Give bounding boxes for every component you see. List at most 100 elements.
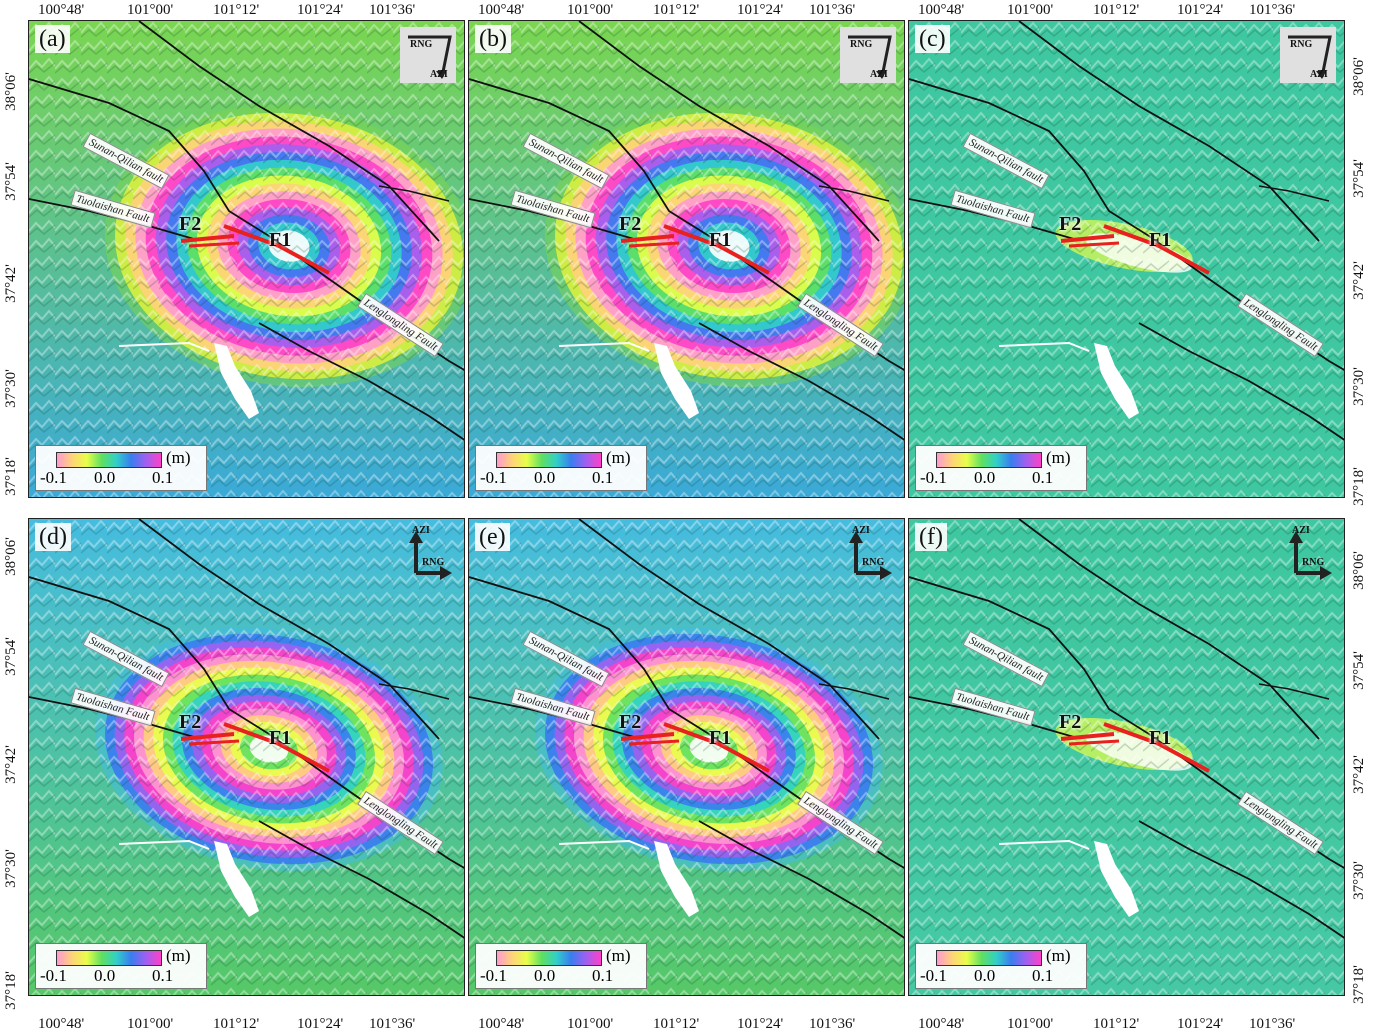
segment-label-f2: F2 (1059, 711, 1082, 733)
ascending-orbit-compass-icon: RNG AZI (400, 27, 456, 83)
map-canvas (29, 21, 464, 497)
panel-label: (b) (475, 25, 511, 53)
top-lon-tick: 101°00' (1007, 2, 1054, 18)
top-lon-tick: 101°00' (127, 2, 174, 18)
colorbar (56, 452, 162, 468)
left-lat-tick: 37°54' (2, 162, 19, 201)
colorbar-unit: (m) (166, 448, 191, 467)
left-lat-tick: 38°06' (2, 72, 19, 111)
right-lat-tick: 37°18' (1350, 965, 1367, 1004)
colorbar-legend: (m) -0.1 0.0 0.1 (475, 445, 647, 491)
colorbar-unit: (m) (606, 946, 631, 965)
top-lon-tick: 101°36' (1249, 2, 1296, 18)
top-lon-tick: 100°48' (38, 2, 85, 18)
top-lon-tick: 101°12' (213, 2, 260, 18)
map-panel: (e) Sunan-Qilian fault Tuolaishan Fault … (468, 518, 905, 996)
segment-label-f1: F1 (709, 229, 732, 251)
segment-label-f1: F1 (269, 727, 292, 749)
colorbar-unit: (m) (1046, 448, 1071, 467)
left-lat-tick: 38°06' (2, 537, 19, 576)
azi-label: AZI (870, 69, 888, 80)
top-lon-tick: 101°12' (1093, 2, 1140, 18)
segment-label-f1: F1 (709, 727, 732, 749)
segment-label-f2: F2 (619, 213, 642, 235)
colorbar-tick: -0.1 (480, 966, 507, 985)
right-lat-tick: 37°42' (1350, 755, 1367, 794)
map-canvas (469, 21, 904, 497)
map-panel: (d) Sunan-Qilian fault Tuolaishan Fault … (28, 518, 465, 996)
colorbar-unit: (m) (166, 946, 191, 965)
left-lat-tick: 37°42' (2, 745, 19, 784)
colorbar-legend: (m) -0.1 0.0 0.1 (915, 943, 1087, 989)
azi-label: AZI (412, 525, 430, 536)
rng-label: RNG (862, 557, 885, 568)
segment-label-f2: F2 (179, 711, 202, 733)
colorbar-legend: (m) -0.1 0.0 0.1 (915, 445, 1087, 491)
top-lon-tick: 101°12' (653, 2, 700, 18)
panel-label: (a) (35, 25, 70, 53)
right-lat-tick: 37°54' (1350, 651, 1367, 690)
ascending-orbit-compass-icon: RNG AZI (1280, 27, 1336, 83)
segment-label-f1: F1 (1149, 727, 1172, 749)
colorbar-tick: -0.1 (920, 468, 947, 487)
ascending-orbit-compass-icon: RNG AZI (840, 27, 896, 83)
bottom-lon-tick: 101°12' (1093, 1016, 1140, 1032)
right-lat-tick: 37°30' (1350, 367, 1367, 406)
top-lon-tick: 100°48' (918, 2, 965, 18)
left-lat-tick: 37°30' (2, 849, 19, 888)
left-lat-tick: 37°54' (2, 637, 19, 676)
bottom-lon-tick: 101°36' (1249, 1016, 1296, 1032)
colorbar (496, 452, 602, 468)
descending-orbit-compass-icon: RNG AZI (840, 525, 896, 581)
top-lon-tick: 101°36' (369, 2, 416, 18)
top-lon-tick: 101°24' (1177, 2, 1224, 18)
panel-label: (c) (915, 25, 950, 53)
top-lon-tick: 101°36' (809, 2, 856, 18)
bottom-lon-tick: 101°24' (1177, 1016, 1224, 1032)
bottom-lon-tick: 100°48' (478, 1016, 525, 1032)
panel-label: (e) (475, 523, 510, 551)
colorbar (936, 950, 1042, 966)
colorbar-tick: 0.1 (592, 966, 614, 985)
colorbar-tick: 0.0 (94, 468, 116, 487)
right-lat-tick: 37°18' (1350, 467, 1367, 506)
colorbar-tick: 0.0 (974, 468, 996, 487)
colorbar-tick: 0.0 (534, 468, 556, 487)
colorbar-tick: 0.0 (534, 966, 556, 985)
colorbar-legend: (m) -0.1 0.0 0.1 (35, 943, 207, 989)
descending-orbit-compass-icon: RNG AZI (400, 525, 456, 581)
left-lat-tick: 37°18' (2, 971, 19, 1010)
map-canvas (469, 519, 904, 995)
right-lat-tick: 37°54' (1350, 159, 1367, 198)
azi-label: AZI (852, 525, 870, 536)
rng-label: RNG (410, 39, 433, 50)
rng-label: RNG (422, 557, 445, 568)
colorbar-legend: (m) -0.1 0.0 0.1 (35, 445, 207, 491)
right-lat-tick: 38°06' (1350, 57, 1367, 96)
bottom-lon-tick: 101°12' (653, 1016, 700, 1032)
colorbar-tick: -0.1 (40, 468, 67, 487)
right-lat-tick: 37°30' (1350, 861, 1367, 900)
colorbar-tick: 0.1 (1032, 966, 1054, 985)
segment-label-f1: F1 (1149, 229, 1172, 251)
colorbar-tick: 0.0 (974, 966, 996, 985)
descending-orbit-compass-icon: RNG AZI (1280, 525, 1336, 581)
map-canvas (909, 21, 1344, 497)
colorbar-tick: 0.1 (1032, 468, 1054, 487)
bottom-lon-tick: 100°48' (38, 1016, 85, 1032)
left-lat-tick: 37°18' (2, 457, 19, 496)
bottom-lon-tick: 100°48' (918, 1016, 965, 1032)
colorbar (56, 950, 162, 966)
map-panel: (c) Sunan-Qilian fault Tuolaishan Fault … (908, 20, 1345, 498)
colorbar-unit: (m) (1046, 946, 1071, 965)
colorbar-tick: 0.1 (592, 468, 614, 487)
top-lon-tick: 101°24' (737, 2, 784, 18)
colorbar-tick: 0.0 (94, 966, 116, 985)
segment-label-f2: F2 (179, 213, 202, 235)
bottom-lon-tick: 101°00' (1007, 1016, 1054, 1032)
colorbar-tick: -0.1 (480, 468, 507, 487)
azi-label: AZI (1292, 525, 1310, 536)
azi-label: AZI (1310, 69, 1328, 80)
map-panel: (b) Sunan-Qilian fault Tuolaishan Fault … (468, 20, 905, 498)
bottom-lon-tick: 101°36' (809, 1016, 856, 1032)
